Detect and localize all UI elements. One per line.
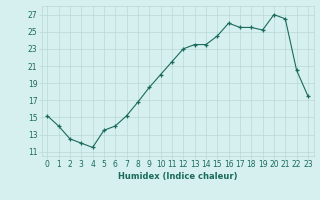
X-axis label: Humidex (Indice chaleur): Humidex (Indice chaleur) xyxy=(118,172,237,181)
